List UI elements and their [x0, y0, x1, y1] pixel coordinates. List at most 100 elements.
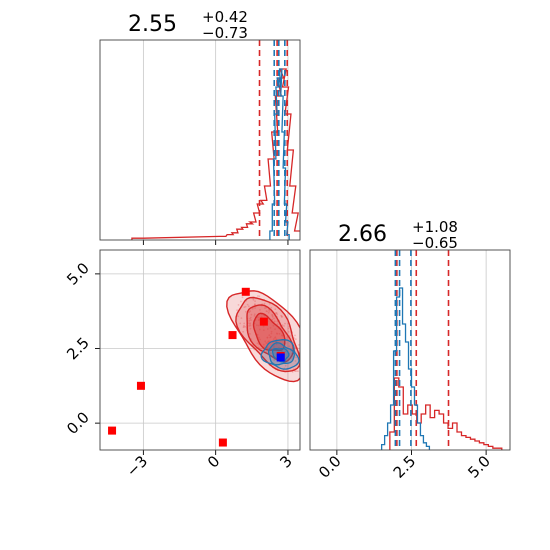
scatter-point: [266, 328, 269, 330]
scatter-point: [249, 317, 252, 320]
x-tick-label: 0: [204, 452, 223, 471]
scatter-point: [257, 316, 259, 319]
x-tick-label: 0.0: [315, 452, 345, 482]
scatter-point: [294, 360, 297, 362]
scatter-point: [265, 310, 268, 312]
scatter-point: [257, 324, 260, 327]
title-minus: −0.65: [412, 234, 458, 252]
axes-frame: [99, 39, 301, 241]
scatter-point: [264, 307, 266, 309]
scatter-point: [240, 317, 243, 319]
scatter-point: [243, 322, 246, 325]
scatter-point: [287, 330, 290, 333]
scatter-point: [268, 302, 271, 305]
scatter-point: [244, 325, 247, 328]
scatter-point: [268, 340, 270, 342]
scatter-point: [271, 316, 274, 318]
scatter-point: [276, 323, 279, 325]
scatter-point: [284, 322, 286, 325]
scatter-point: [294, 338, 297, 340]
scatter-point: [259, 338, 261, 341]
scatter-point: [258, 328, 261, 331]
scatter-point: [295, 356, 297, 359]
scatter-point: [259, 309, 261, 311]
plot-area: [100, 40, 300, 240]
bottom-right-title: 2.66 +1.08 −0.65: [338, 218, 458, 252]
scatter-point: [281, 324, 284, 326]
scatter-point: [257, 295, 259, 297]
scatter-point: [275, 343, 278, 345]
scatter-point: [297, 370, 299, 373]
scatter-point: [272, 338, 275, 340]
scatter-point: [275, 312, 278, 314]
scatter-point: [280, 315, 283, 318]
scatter-point: [237, 304, 240, 306]
scatter-point: [272, 324, 275, 327]
scatter-point: [279, 326, 282, 328]
top-left-panel: [99, 39, 301, 245]
title-value: 2.55: [128, 12, 177, 37]
scatter-point: [243, 324, 245, 327]
scatter-point: [267, 311, 270, 314]
scatter-point: [274, 328, 276, 330]
scatter-point: [270, 330, 273, 333]
scatter-point: [249, 310, 252, 312]
x-tick-label: 5.0: [464, 452, 494, 482]
scatter-point: [270, 332, 273, 335]
scatter-point: [252, 298, 255, 300]
scatter-point: [236, 309, 239, 312]
histogram-group: [380, 250, 503, 450]
scatter-point: [262, 325, 265, 328]
scatter-point: [254, 300, 256, 303]
title-plus: +0.42: [202, 8, 248, 26]
scatter-point: [295, 370, 298, 372]
scatter-point: [244, 305, 247, 308]
scatter-point: [264, 340, 267, 343]
scatter-point: [278, 332, 281, 335]
title-value: 2.66: [338, 222, 387, 247]
scatter-point: [251, 307, 254, 310]
bottom-right-panel: 0.0 2.5 5.0: [309, 249, 511, 482]
red-marker: [241, 287, 250, 296]
top-left-title: 2.55 +0.42 −0.73: [128, 8, 248, 42]
scatter-point: [287, 327, 290, 330]
scatter-point: [249, 333, 251, 335]
scatter-point: [258, 336, 260, 339]
scatter-point: [268, 334, 271, 337]
blue-histogram: [380, 287, 431, 450]
y-tick-label: 0.0: [63, 408, 93, 438]
scatter-point: [262, 329, 265, 331]
red-contour: [246, 304, 295, 363]
scatter-point: [277, 346, 280, 349]
scatter-point: [242, 330, 245, 333]
bottom-left-panel: −3 0 3 0.0 2.5 5.0: [63, 249, 301, 480]
scatter-point: [243, 326, 245, 328]
scatter-point: [269, 327, 272, 329]
scatter-point: [249, 323, 251, 325]
y-tick-label: 2.5: [63, 334, 93, 364]
scatter-point: [276, 333, 279, 335]
contour-group: [108, 287, 300, 447]
scatter-point: [263, 302, 266, 305]
title-plus: +1.08: [412, 218, 458, 236]
scatter-point: [294, 334, 296, 337]
scatter-point: [250, 313, 253, 316]
scatter-point: [249, 324, 252, 327]
scatter-point: [269, 352, 272, 355]
x-tick-label: −3: [123, 452, 151, 480]
histogram-group: [131, 40, 300, 240]
scatter-point: [284, 350, 287, 353]
scatter-point: [246, 303, 249, 306]
scatter-point: [263, 343, 265, 346]
blue-histogram: [269, 68, 290, 240]
y-tick-label: 5.0: [63, 259, 93, 289]
scatter-point: [275, 338, 278, 341]
blue-marker: [276, 353, 285, 362]
scatter-point: [254, 307, 256, 309]
scatter-point: [253, 313, 256, 316]
scatter-point: [249, 327, 252, 330]
red-marker: [136, 381, 145, 390]
scatter-point: [274, 336, 277, 339]
scatter-point: [247, 305, 250, 308]
